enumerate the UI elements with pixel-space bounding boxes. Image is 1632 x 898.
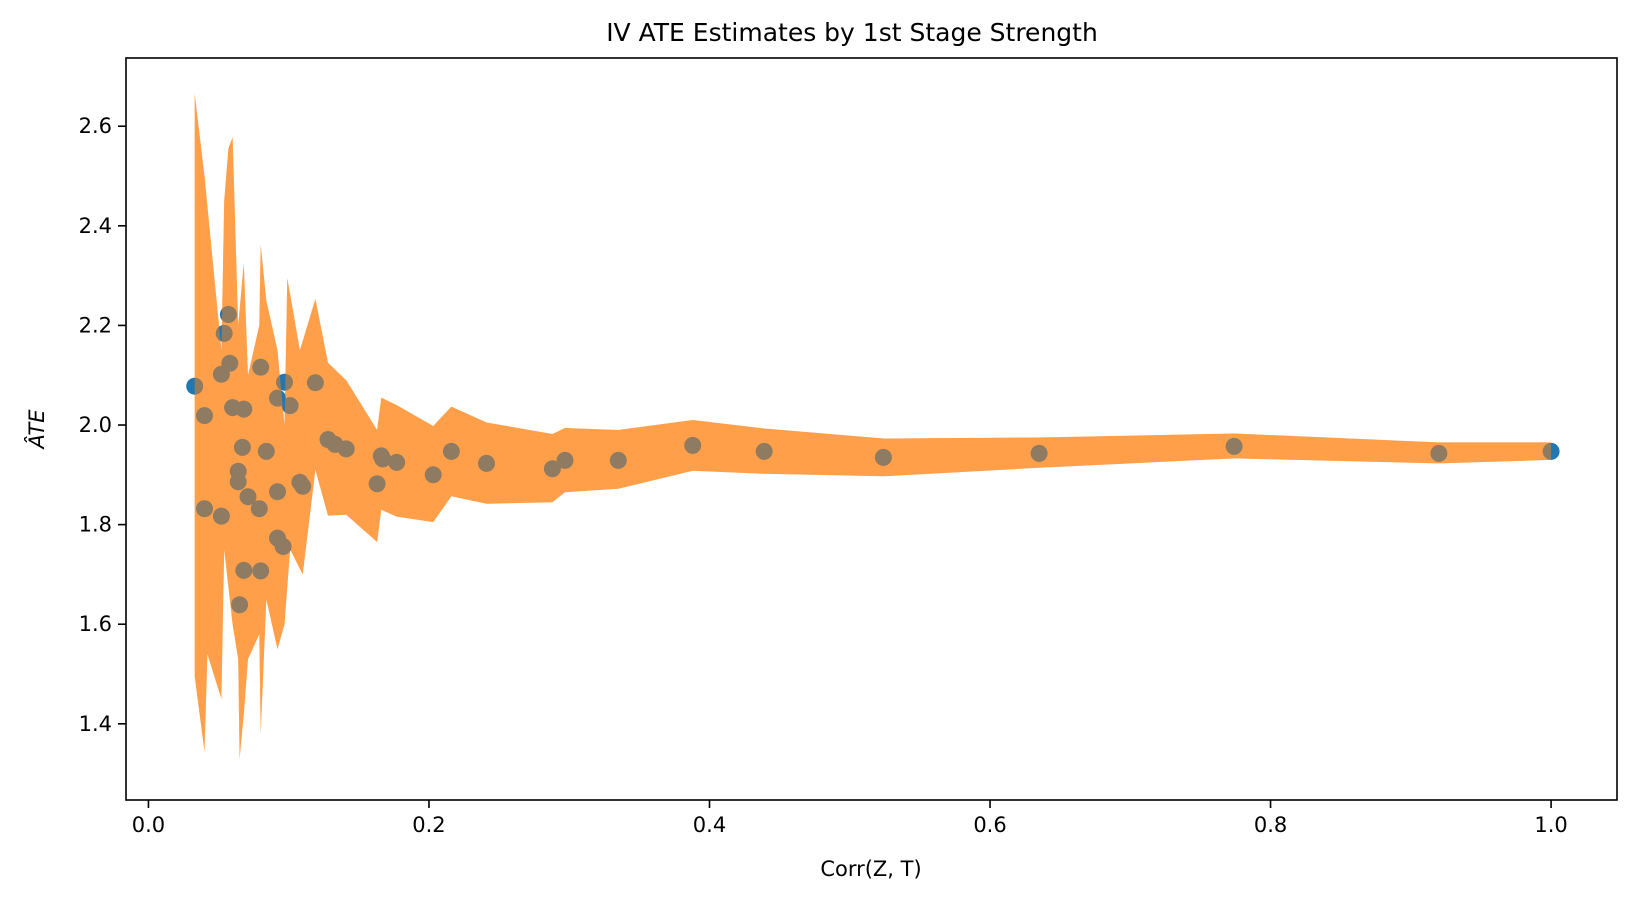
confidence-band-overlay xyxy=(194,93,1552,759)
data-points-layer xyxy=(186,93,1560,759)
x-tick-label: 0.0 xyxy=(132,813,165,837)
plot-area xyxy=(125,57,1618,801)
x-tick-label: 0.8 xyxy=(1254,813,1287,837)
x-tick-label: 0.2 xyxy=(412,813,445,837)
x-axis: 0.0 0.2 0.4 0.6 0.8 1.0 xyxy=(132,800,1568,837)
x-axis-label: Corr(Z, T) xyxy=(820,857,921,881)
y-tick-label: 1.6 xyxy=(79,612,112,636)
confidence-band-fill xyxy=(194,93,1552,759)
y-axis-label: ÂTE xyxy=(24,409,49,451)
y-tick-label: 2.6 xyxy=(79,114,112,138)
chart-title: IV ATE Estimates by 1st Stage Strength xyxy=(606,18,1098,47)
y-tick-label: 2.0 xyxy=(79,413,112,437)
y-axis: 1.4 1.6 1.8 2.0 2.2 2.4 2.6 xyxy=(79,114,126,736)
y-tick-label: 1.4 xyxy=(79,712,112,736)
y-tick-label: 1.8 xyxy=(79,513,112,537)
x-tick-label: 0.6 xyxy=(973,813,1006,837)
y-tick-label: 2.4 xyxy=(79,214,112,238)
x-tick-label: 1.0 xyxy=(1534,813,1567,837)
y-tick-label: 2.2 xyxy=(79,313,112,337)
x-tick-label: 0.4 xyxy=(693,813,726,837)
plot-frame xyxy=(125,57,1618,801)
